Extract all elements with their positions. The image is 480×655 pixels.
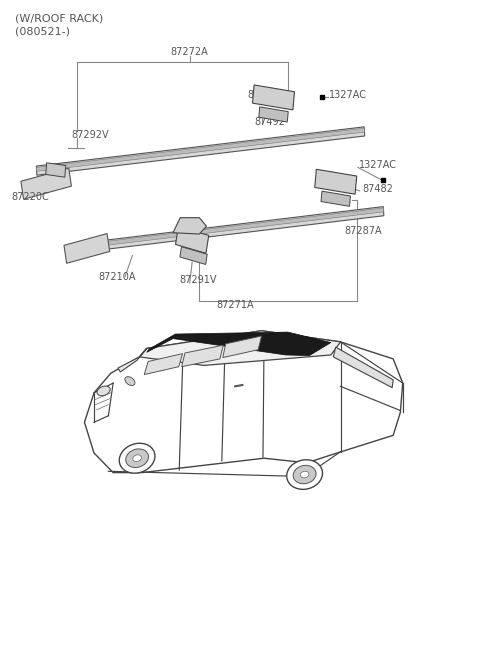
Polygon shape bbox=[21, 168, 72, 199]
Text: 87210A: 87210A bbox=[99, 272, 136, 282]
Polygon shape bbox=[46, 162, 66, 178]
Ellipse shape bbox=[300, 471, 309, 478]
Ellipse shape bbox=[293, 465, 316, 484]
Text: 87492: 87492 bbox=[254, 117, 285, 126]
Text: 87220C: 87220C bbox=[11, 192, 49, 202]
Text: (W/ROOF RACK): (W/ROOF RACK) bbox=[15, 14, 103, 24]
Polygon shape bbox=[259, 107, 288, 122]
Text: 87287A: 87287A bbox=[344, 226, 382, 236]
Text: 87288A: 87288A bbox=[247, 90, 285, 100]
Polygon shape bbox=[36, 128, 365, 171]
Text: 87291V: 87291V bbox=[179, 276, 216, 286]
Polygon shape bbox=[84, 331, 403, 473]
Ellipse shape bbox=[97, 386, 110, 396]
Ellipse shape bbox=[133, 455, 142, 462]
Polygon shape bbox=[70, 208, 384, 250]
Polygon shape bbox=[223, 336, 262, 358]
Polygon shape bbox=[144, 354, 182, 375]
Text: 87292V: 87292V bbox=[72, 130, 109, 140]
Polygon shape bbox=[70, 206, 384, 253]
Text: 1327AC: 1327AC bbox=[359, 160, 396, 170]
Text: 1327AC: 1327AC bbox=[328, 90, 367, 100]
Polygon shape bbox=[252, 85, 295, 110]
Ellipse shape bbox=[119, 443, 155, 473]
Polygon shape bbox=[147, 332, 331, 356]
Text: 87482: 87482 bbox=[362, 184, 393, 194]
Polygon shape bbox=[118, 348, 147, 372]
Polygon shape bbox=[315, 169, 357, 195]
Polygon shape bbox=[180, 247, 207, 265]
Text: 87272A: 87272A bbox=[171, 47, 209, 58]
Polygon shape bbox=[140, 331, 340, 365]
Polygon shape bbox=[173, 217, 206, 234]
Ellipse shape bbox=[126, 449, 148, 468]
Polygon shape bbox=[333, 347, 393, 388]
Text: (080521-): (080521-) bbox=[15, 27, 70, 37]
Polygon shape bbox=[321, 191, 350, 206]
Polygon shape bbox=[64, 234, 110, 263]
Polygon shape bbox=[176, 227, 209, 253]
Ellipse shape bbox=[125, 377, 135, 386]
Polygon shape bbox=[181, 345, 223, 367]
Ellipse shape bbox=[287, 460, 323, 489]
Polygon shape bbox=[36, 127, 365, 175]
Text: 87271A: 87271A bbox=[216, 300, 254, 310]
